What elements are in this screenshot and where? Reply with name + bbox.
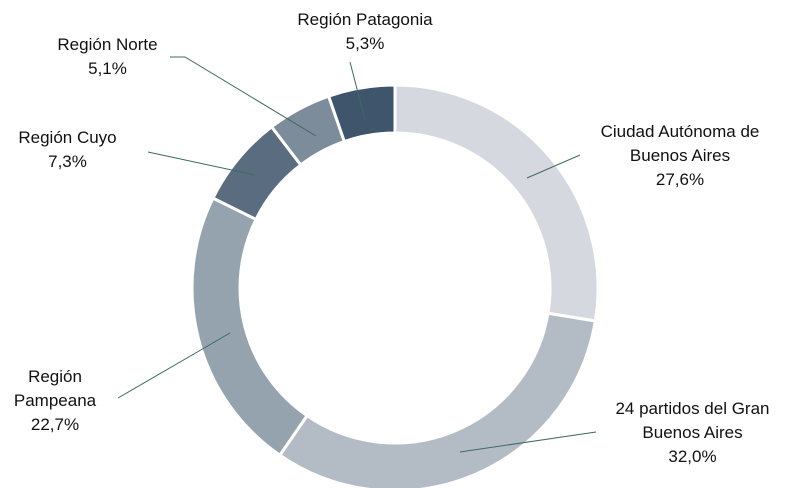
category-label: Ciudad Autónoma de Buenos Aires <box>600 122 760 165</box>
value-label: 5,3% <box>345 34 385 53</box>
leader-line <box>147 151 256 176</box>
donut-segment <box>190 196 310 458</box>
leader-line <box>459 431 597 453</box>
data-label: Ciudad Autónoma de Buenos Aires 27,6% <box>575 120 785 192</box>
donut-segment <box>277 311 598 488</box>
value-label: 7,3% <box>48 152 87 171</box>
category-label: Región Patagonia <box>297 10 433 29</box>
category-label: Región Pampeana <box>13 367 97 410</box>
data-label: Región Cuyo 7,3% <box>10 126 125 174</box>
value-label: 27,6% <box>655 170 705 189</box>
data-label: Región Patagonia 5,3% <box>255 8 475 56</box>
leader-line <box>170 56 317 137</box>
value-label: 22,7% <box>30 415 80 434</box>
donut-segment <box>393 83 600 323</box>
leader-line <box>349 61 366 121</box>
leader-line <box>117 332 231 399</box>
data-label: 24 partidos del Gran Buenos Aires 32,0% <box>585 397 794 469</box>
category-label: Región Norte <box>57 35 158 54</box>
value-label: 5,1% <box>88 59 127 78</box>
donut-segment <box>326 83 397 144</box>
data-label: Región Pampeana 22,7% <box>0 365 110 437</box>
leader-line <box>526 154 581 179</box>
data-label: Región Norte 5,1% <box>40 33 175 81</box>
category-label: 24 partidos del Gran Buenos Aires <box>615 399 770 442</box>
value-label: 32,0% <box>668 447 717 466</box>
category-label: Región Cuyo <box>18 128 117 147</box>
